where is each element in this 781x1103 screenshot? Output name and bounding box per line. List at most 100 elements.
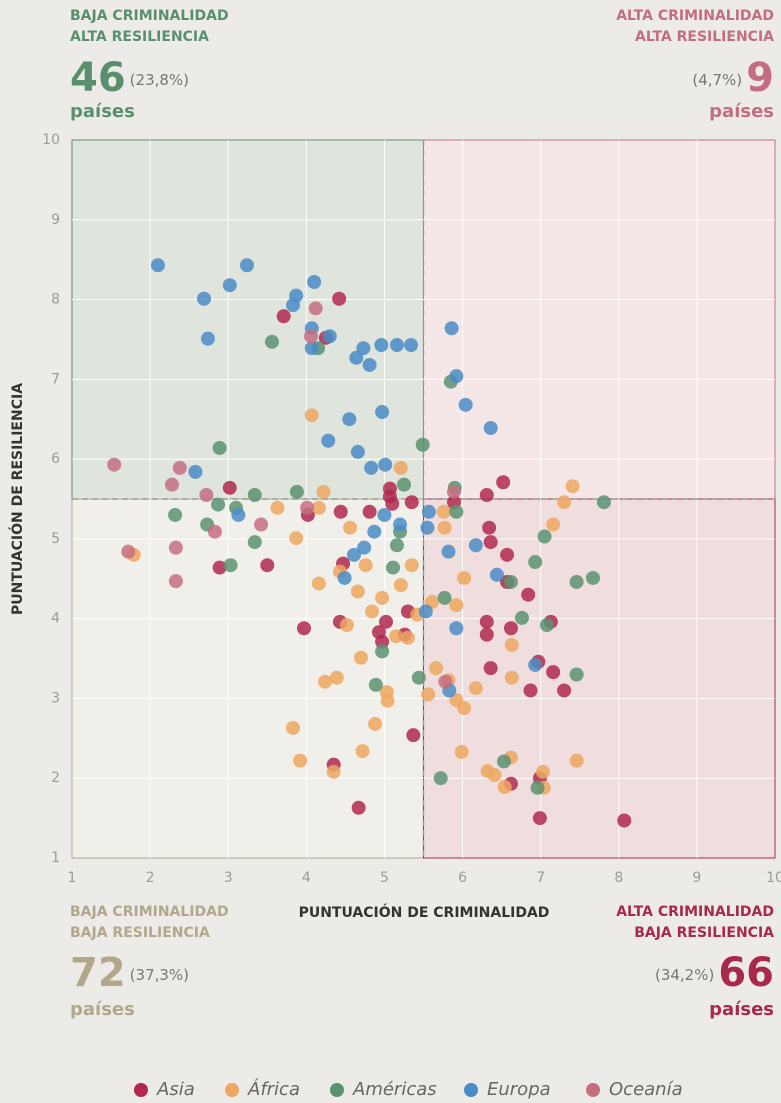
- quadrant-unit: países: [70, 999, 135, 1020]
- point: [617, 813, 632, 828]
- point: [375, 644, 390, 659]
- point: [449, 369, 464, 384]
- point: [374, 338, 389, 353]
- point: [482, 520, 497, 535]
- point: [346, 547, 361, 562]
- point: [437, 590, 452, 605]
- quadrant-area: [423, 498, 776, 859]
- point: [304, 341, 319, 356]
- point: [457, 570, 472, 585]
- point: [444, 321, 459, 336]
- point: [260, 558, 275, 573]
- point: [428, 661, 443, 676]
- point: [107, 457, 122, 472]
- point: [231, 507, 246, 522]
- point: [368, 716, 383, 731]
- point: [332, 291, 347, 306]
- point: [406, 728, 421, 743]
- point: [393, 460, 408, 475]
- quadrant-share: (23,8%): [130, 71, 189, 89]
- point: [523, 683, 538, 698]
- legend-marker: [330, 1083, 344, 1097]
- point: [211, 497, 226, 512]
- point: [329, 670, 344, 685]
- point: [286, 720, 301, 735]
- legend-marker: [586, 1083, 600, 1097]
- point: [199, 488, 214, 503]
- quadrant-label: ALTA RESILIENCIA: [635, 29, 774, 45]
- point: [121, 544, 136, 559]
- point: [438, 674, 453, 689]
- point: [530, 780, 545, 795]
- y-tick-label: 10: [42, 132, 60, 148]
- point: [364, 604, 379, 619]
- point: [197, 291, 212, 306]
- quadrant-count: 72: [70, 950, 126, 996]
- point: [350, 584, 365, 599]
- quadrant-unit: países: [709, 101, 774, 122]
- y-tick-label: 4: [51, 611, 60, 627]
- point: [200, 331, 215, 346]
- point: [212, 560, 227, 575]
- point: [449, 504, 464, 519]
- point: [479, 627, 494, 642]
- point: [536, 764, 551, 779]
- quadrant-label: BAJA RESILIENCIA: [634, 925, 774, 941]
- point: [569, 574, 584, 589]
- legend-label: Oceanía: [609, 1079, 683, 1100]
- point: [362, 357, 377, 372]
- x-tick-label: 6: [458, 870, 467, 886]
- quadrant-unit: países: [709, 999, 774, 1020]
- quadrant-count: 9: [746, 55, 774, 101]
- point: [222, 278, 237, 293]
- point: [379, 614, 394, 629]
- point: [539, 618, 554, 633]
- point: [356, 341, 371, 356]
- point: [483, 420, 498, 435]
- y-tick-label: 2: [51, 770, 60, 786]
- legend-marker: [464, 1083, 478, 1097]
- point: [421, 504, 436, 519]
- point: [569, 753, 584, 768]
- point: [420, 520, 435, 535]
- point: [342, 412, 357, 427]
- x-tick-label: 5: [380, 870, 389, 886]
- point: [339, 618, 354, 633]
- point: [375, 405, 390, 420]
- point: [483, 661, 498, 676]
- point: [326, 764, 341, 779]
- point: [351, 800, 366, 815]
- quadrant-label: BAJA CRIMINALIDAD: [70, 904, 229, 920]
- point: [349, 350, 364, 365]
- point: [164, 477, 179, 492]
- point: [222, 480, 237, 495]
- legend-label: Américas: [352, 1079, 437, 1100]
- legend-marker: [225, 1083, 239, 1097]
- point: [411, 670, 426, 685]
- point: [276, 309, 291, 324]
- point: [150, 258, 165, 273]
- point: [449, 621, 464, 636]
- point: [378, 457, 393, 472]
- point: [247, 535, 262, 550]
- quadrant-share: (4,7%): [692, 71, 742, 89]
- x-tick-label: 10: [766, 870, 781, 886]
- point: [389, 629, 404, 644]
- y-tick-label: 5: [51, 531, 60, 547]
- point: [433, 771, 448, 786]
- point: [304, 408, 319, 423]
- point: [503, 621, 518, 636]
- point: [212, 440, 227, 455]
- legend-label: África: [247, 1078, 300, 1100]
- legend-marker: [134, 1083, 148, 1097]
- point: [586, 570, 601, 585]
- x-tick-label: 8: [614, 870, 623, 886]
- point: [468, 538, 483, 553]
- point: [270, 500, 285, 515]
- point: [304, 329, 319, 344]
- x-tick-label: 4: [302, 870, 311, 886]
- point: [362, 504, 377, 519]
- quadrant-count: (34,2%) 66: [655, 950, 774, 996]
- legend-label: Asia: [156, 1079, 195, 1100]
- point: [393, 517, 408, 532]
